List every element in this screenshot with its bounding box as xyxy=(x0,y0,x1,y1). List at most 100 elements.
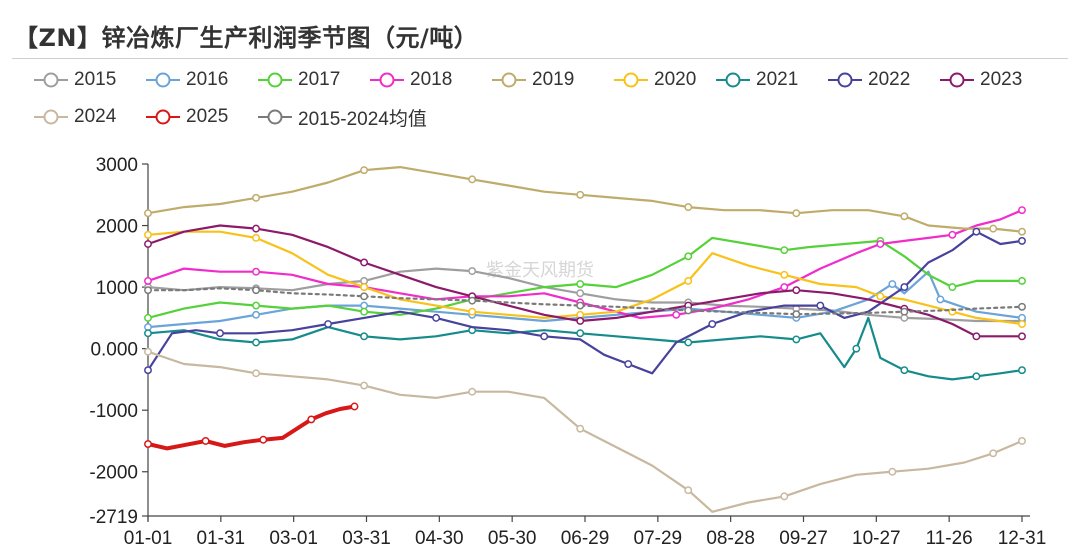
legend-symbol xyxy=(828,72,862,88)
x-tick-label: 05-30 xyxy=(488,528,537,549)
series-2025 xyxy=(144,402,359,451)
data-point xyxy=(576,424,585,433)
data-point xyxy=(1018,437,1026,445)
data-point xyxy=(1018,236,1026,245)
series-line xyxy=(146,230,1024,326)
x-tick-label: 01-01 xyxy=(124,528,173,549)
legend-item[interactable]: 2016 xyxy=(146,68,228,92)
series-line xyxy=(146,316,1024,381)
y-tick-label: -1000 xyxy=(89,401,138,422)
data-point xyxy=(360,166,369,175)
data-point xyxy=(1018,366,1026,375)
series-line xyxy=(146,404,357,451)
data-point xyxy=(948,230,957,239)
legend-symbol xyxy=(492,72,526,88)
data-point xyxy=(888,280,897,288)
legend-item[interactable]: 2015 xyxy=(34,68,116,92)
data-point xyxy=(989,224,998,233)
watermark: 紫金天风期货 xyxy=(486,260,594,281)
y-tick-label: -2000 xyxy=(89,463,138,484)
legend-label: 2018 xyxy=(410,69,453,90)
legend-item[interactable]: 2021 xyxy=(716,68,798,92)
data-point xyxy=(252,338,260,347)
legend-label: 2019 xyxy=(532,69,575,90)
x-tick-label: 07-29 xyxy=(634,528,683,549)
legend-item[interactable]: 2024 xyxy=(34,105,116,129)
data-point xyxy=(1018,320,1026,328)
data-point xyxy=(468,296,477,305)
series-line xyxy=(146,230,1024,375)
series-2015-2024均值 xyxy=(144,286,1026,319)
data-point xyxy=(468,387,477,396)
data-point xyxy=(876,240,885,248)
data-point xyxy=(1018,206,1026,215)
legend-symbol xyxy=(34,109,68,125)
data-point xyxy=(684,276,693,285)
data-point xyxy=(252,301,260,310)
data-point xyxy=(1018,276,1026,285)
series-2015 xyxy=(144,267,1026,325)
data-point xyxy=(780,246,789,255)
data-point xyxy=(684,306,693,315)
legend-item[interactable]: 2019 xyxy=(492,68,574,92)
legend-label: 2024 xyxy=(74,106,117,127)
x-tick-label: 06-29 xyxy=(561,528,610,549)
legend-item[interactable]: 2022 xyxy=(828,68,910,92)
data-point xyxy=(1018,332,1026,341)
data-point xyxy=(576,301,585,310)
data-point xyxy=(624,360,633,368)
data-point xyxy=(252,369,260,378)
data-point xyxy=(144,276,152,285)
data-point xyxy=(708,320,717,328)
data-point xyxy=(468,175,477,184)
legend-item[interactable]: 2025 xyxy=(146,105,228,129)
x-tick-label: 04-30 xyxy=(415,528,464,549)
data-point xyxy=(684,252,693,261)
data-point xyxy=(576,289,585,298)
data-point xyxy=(780,270,789,279)
legend-item[interactable]: 2017 xyxy=(258,68,340,92)
data-point xyxy=(144,366,152,375)
legend-symbol xyxy=(614,72,648,88)
data-point xyxy=(144,347,152,356)
data-point xyxy=(324,320,333,328)
legend-item[interactable]: 2023 xyxy=(940,68,1022,92)
legend-item[interactable]: 2015-2024均值 xyxy=(258,105,427,130)
chart-title: 【ZN】锌冶炼厂生产利润季节图（元/吨） xyxy=(14,24,479,52)
data-point xyxy=(900,212,909,221)
data-point xyxy=(252,310,260,319)
data-point xyxy=(900,283,909,292)
data-point xyxy=(576,329,585,338)
data-point xyxy=(252,286,260,295)
legend-symbol xyxy=(146,72,180,88)
data-point xyxy=(201,437,210,445)
data-point xyxy=(989,449,998,458)
data-point xyxy=(360,381,369,390)
data-point xyxy=(576,280,585,288)
data-point xyxy=(780,492,789,501)
data-point xyxy=(948,283,957,292)
data-point xyxy=(900,366,909,375)
legend-label: 2025 xyxy=(186,106,229,127)
data-point xyxy=(972,372,981,381)
data-point xyxy=(792,286,801,295)
x-tick-label: 03-01 xyxy=(269,528,318,549)
data-point xyxy=(468,307,477,316)
data-point xyxy=(876,292,885,301)
x-tick-label: 01-31 xyxy=(197,528,246,549)
data-point xyxy=(360,258,369,267)
legend-item[interactable]: 2018 xyxy=(370,68,452,92)
data-point xyxy=(432,313,441,322)
legend-label: 2017 xyxy=(298,69,341,90)
data-point xyxy=(468,267,477,276)
data-point xyxy=(216,329,224,338)
series-2024 xyxy=(144,347,1026,513)
data-point xyxy=(144,329,152,338)
x-tick-label: 08-28 xyxy=(706,528,755,549)
data-point xyxy=(360,307,369,316)
data-point xyxy=(792,209,801,218)
x-tick-label: 10-27 xyxy=(852,528,901,549)
data-point xyxy=(972,227,981,236)
y-tick-label: 3000 xyxy=(96,155,138,176)
legend-item[interactable]: 2020 xyxy=(614,68,696,92)
